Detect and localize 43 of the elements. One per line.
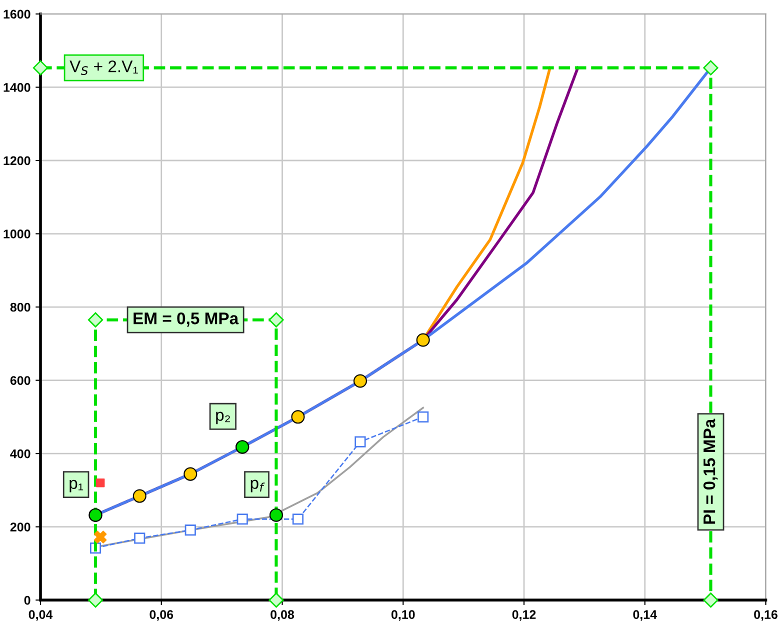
annotation: V$_{S}$ + 2.V₁ [70,60,138,75]
y-tick-label: 600 [10,376,30,385]
y-tick-label: 200 [10,522,30,532]
point [353,374,367,388]
y-tick-label: 1600 [4,10,30,19]
annotation: PI = 0,15 MPa [703,418,718,524]
point [418,411,429,422]
point [134,532,146,544]
y-tick-label: 0 [24,596,30,605]
point [184,524,196,536]
point [291,410,305,424]
x-tick-label: 0,12 [512,610,536,621]
point [88,592,104,608]
point [268,312,284,328]
point [96,478,105,488]
y-tick-label: 1400 [4,83,30,92]
point [184,467,198,481]
point [268,592,284,608]
point [354,436,366,448]
point [32,60,48,76]
annotation: p$_{f}$ [250,480,265,492]
x-tick-label: 0,06 [150,610,174,621]
x-tick-label: 0,08 [270,610,294,621]
point [416,333,430,347]
y-tick-label: 1000 [4,230,30,238]
x-tick-label: 0,16 [754,610,778,621]
y-tick-label: 1200 [4,156,30,166]
y-tick-label: 400 [10,449,30,458]
annotation: EM = 0,5 MPa [134,312,239,327]
point [236,514,248,525]
point [292,514,304,525]
annotation: p₂ [216,412,230,424]
x-tick-label: 0,14 [633,610,657,621]
x-tick-label: 0,04 [28,610,53,621]
x-tick-label: 0,10 [391,610,415,621]
annotation: p₁ [70,480,84,492]
point [132,489,146,503]
point [703,60,718,76]
point [88,312,104,328]
point [269,508,283,522]
y-tick-label: 800 [10,302,30,312]
point [703,592,718,608]
point [94,530,107,544]
